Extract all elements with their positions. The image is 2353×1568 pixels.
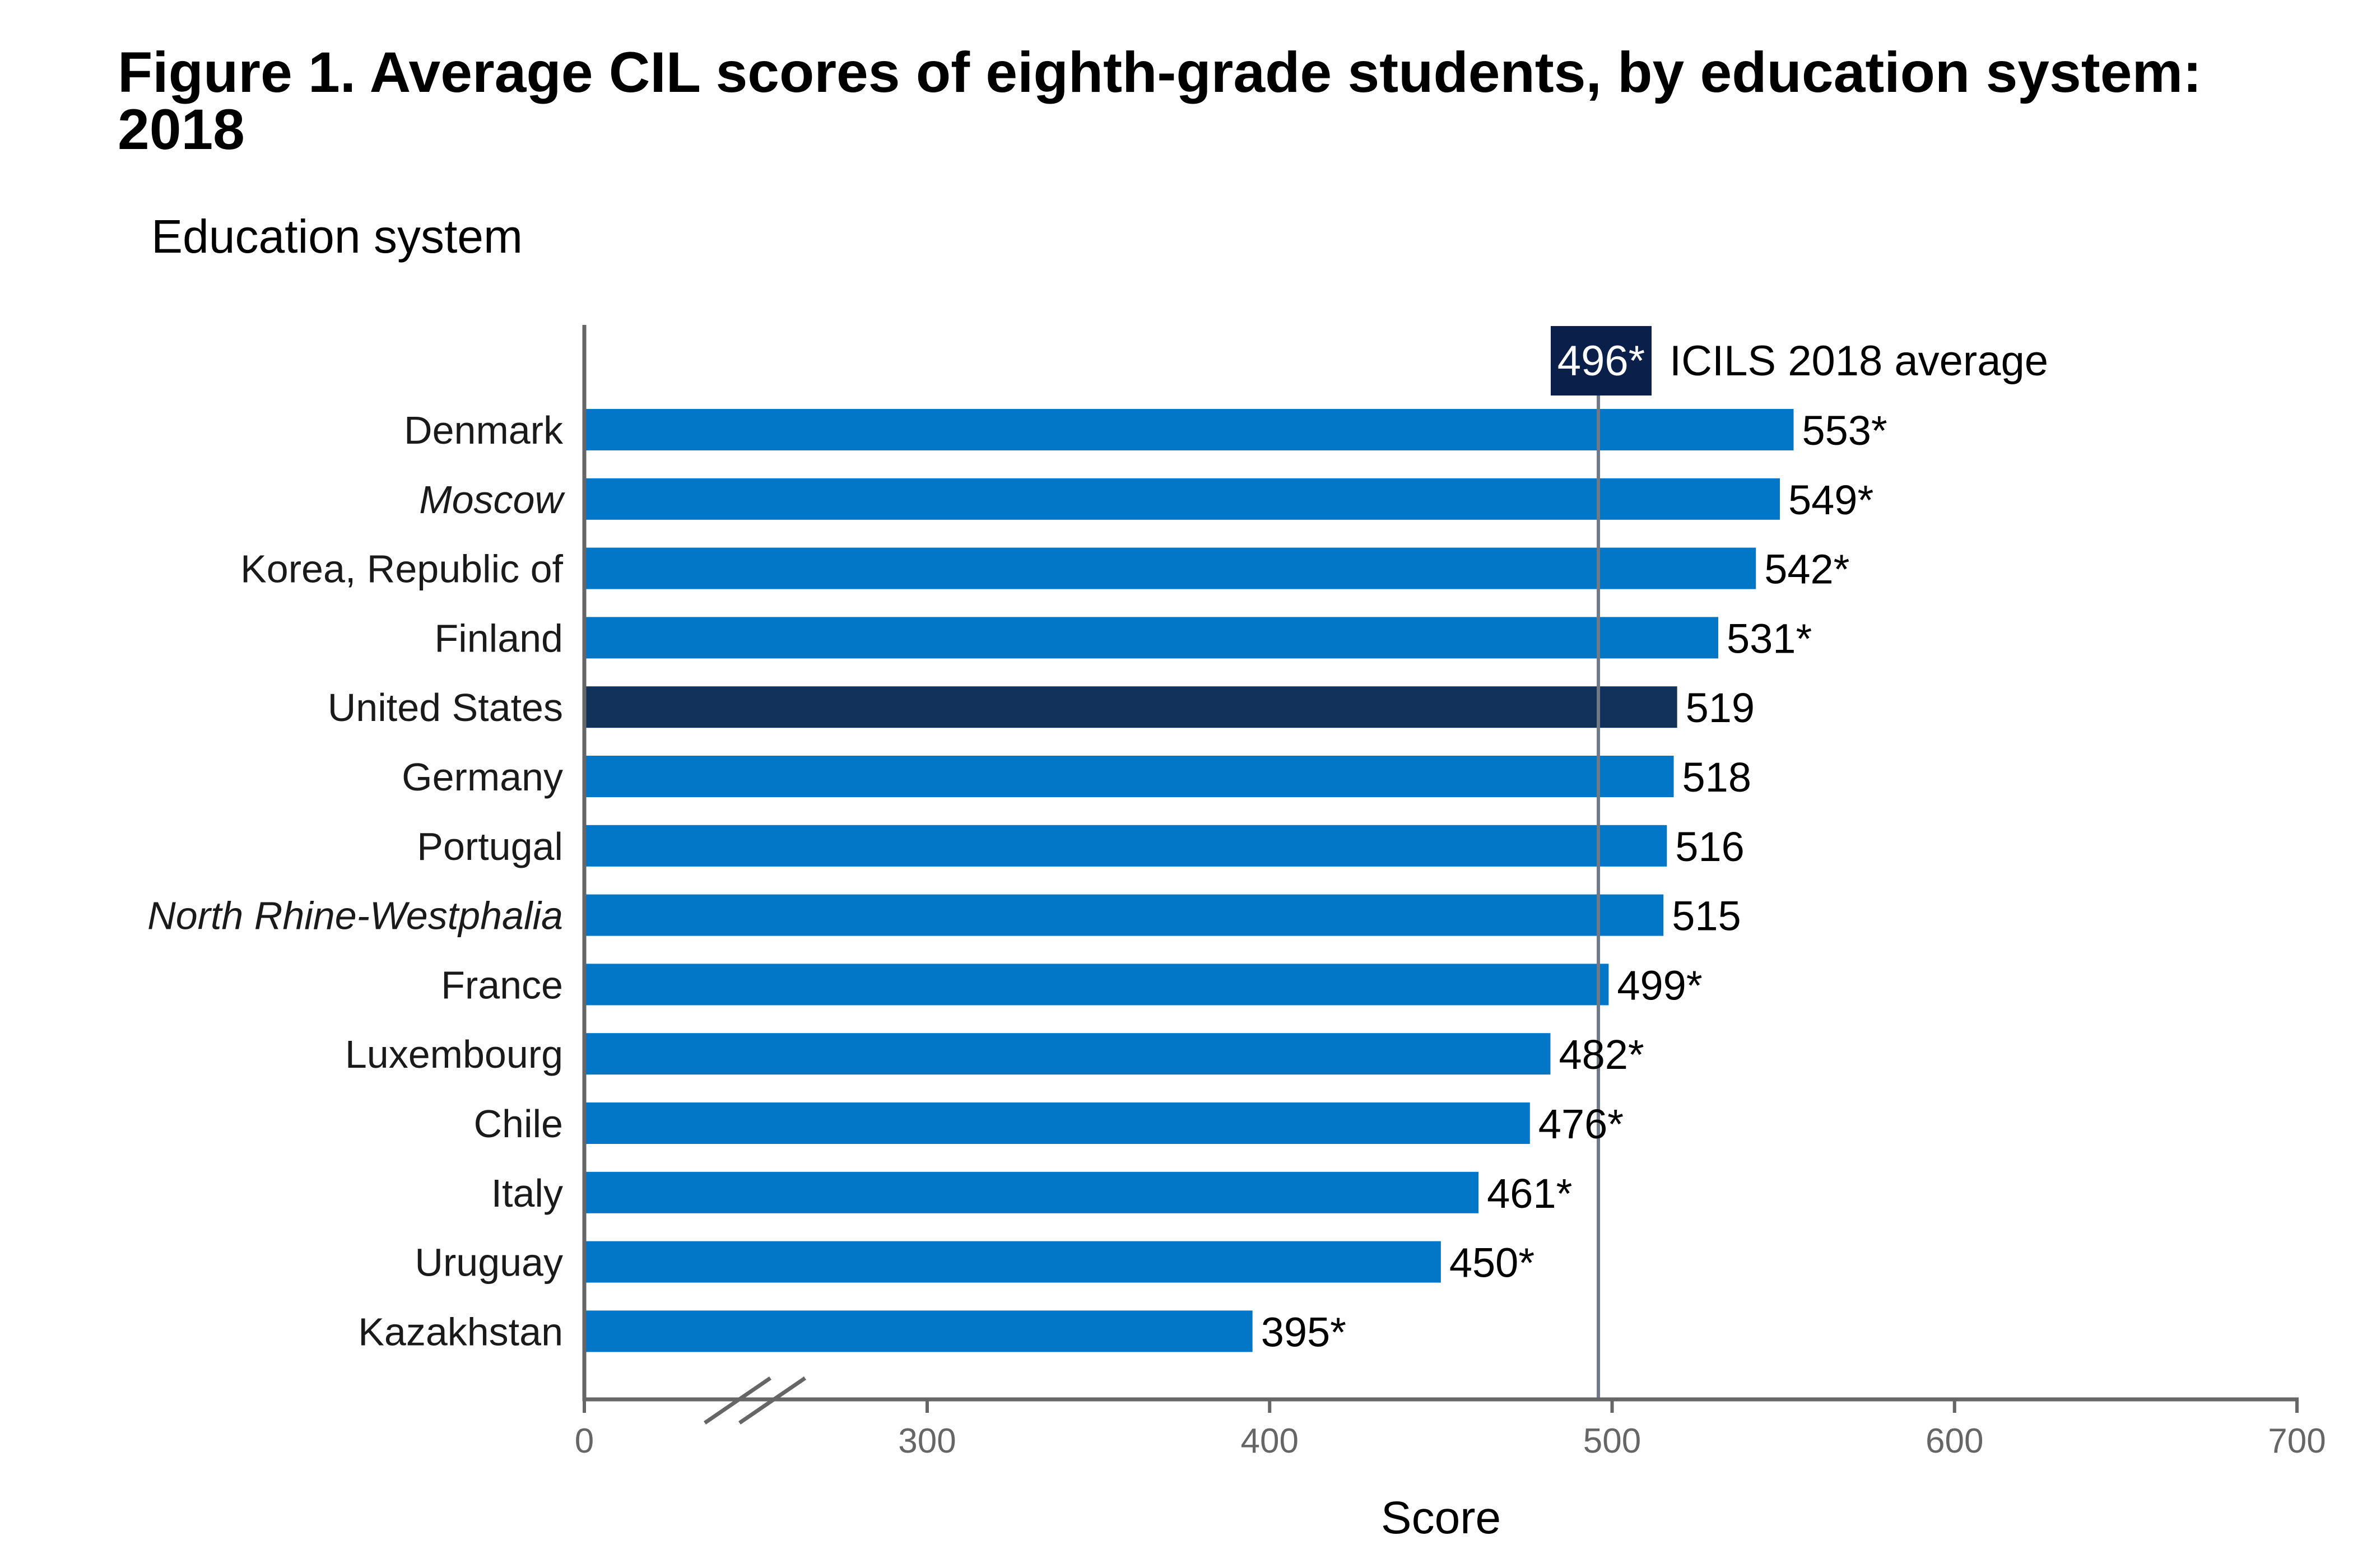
- category-label: Uruguay: [415, 1241, 563, 1285]
- x-tick-label: 300: [898, 1422, 956, 1460]
- axes-layer: 0 300 400 500 600 700 Score: [575, 325, 2326, 1543]
- value-label: 553*: [1802, 407, 1887, 454]
- value-label: 515: [1672, 893, 1741, 939]
- axis-break-mark: [704, 1376, 771, 1425]
- labels-layer: Denmark 553* Moscow 549* Korea, Republic of 5…: [147, 407, 1887, 1355]
- x-tick-label: 400: [1241, 1422, 1299, 1460]
- bars-layer: [584, 409, 1794, 1352]
- value-label: 518: [1682, 754, 1751, 801]
- category-label: Portugal: [417, 825, 563, 868]
- category-label: France: [441, 963, 563, 1007]
- x-tick-label: 700: [2268, 1422, 2326, 1460]
- bar: [584, 1171, 1479, 1213]
- reference-badge: [1551, 326, 1652, 396]
- x-tick-label: 0: [575, 1422, 594, 1460]
- category-label: Denmark: [404, 408, 564, 452]
- bar: [584, 617, 1718, 659]
- bar: [584, 1310, 1253, 1352]
- reference-badge-value: 496*: [1557, 337, 1645, 385]
- value-label: 549*: [1788, 477, 1873, 523]
- category-label: North Rhine-Westphalia: [147, 894, 563, 938]
- value-label: 516: [1675, 823, 1744, 870]
- category-label: Korea, Republic of: [240, 547, 563, 591]
- reference-line-layer: 496* ICILS 2018 average: [1551, 326, 2048, 1399]
- bar: [584, 756, 1674, 797]
- bar: [584, 547, 1756, 589]
- bar: [584, 686, 1677, 728]
- category-label: Moscow: [419, 478, 565, 522]
- category-label: Germany: [402, 755, 563, 799]
- category-label: Luxembourg: [345, 1032, 563, 1076]
- category-label: Finland: [434, 616, 563, 660]
- value-label: 531*: [1727, 615, 1812, 662]
- value-label: 519: [1686, 685, 1755, 731]
- y-axis-title: Education system: [151, 210, 523, 263]
- bar: [584, 478, 1780, 520]
- value-label: 542*: [1764, 546, 1849, 593]
- value-label: 482*: [1559, 1031, 1644, 1078]
- bar: [584, 1033, 1551, 1075]
- bar: [584, 964, 1609, 1006]
- value-label: 476*: [1538, 1101, 1624, 1147]
- bar: [584, 825, 1667, 867]
- value-label: 461*: [1487, 1170, 1572, 1217]
- category-label: Chile: [473, 1102, 563, 1146]
- category-label: Kazakhstan: [358, 1310, 563, 1353]
- bar: [584, 1102, 1530, 1144]
- axis-break-mark: [738, 1376, 806, 1425]
- category-label: Italy: [491, 1171, 563, 1215]
- x-tick-label: 600: [1926, 1422, 1983, 1460]
- x-axis-title: Score: [1381, 1492, 1501, 1543]
- reference-label: ICILS 2018 average: [1670, 337, 2048, 385]
- value-label: 499*: [1617, 962, 1702, 1008]
- x-tick-label: 500: [1583, 1422, 1641, 1460]
- value-label: 395*: [1261, 1309, 1346, 1355]
- value-label: 450*: [1449, 1240, 1534, 1286]
- category-label: United States: [328, 686, 563, 729]
- bar: [584, 1241, 1441, 1283]
- bar: [584, 409, 1794, 450]
- bar: [584, 894, 1664, 936]
- chart-title: Figure 1. Average CIL scores of eighth-g…: [118, 40, 2202, 161]
